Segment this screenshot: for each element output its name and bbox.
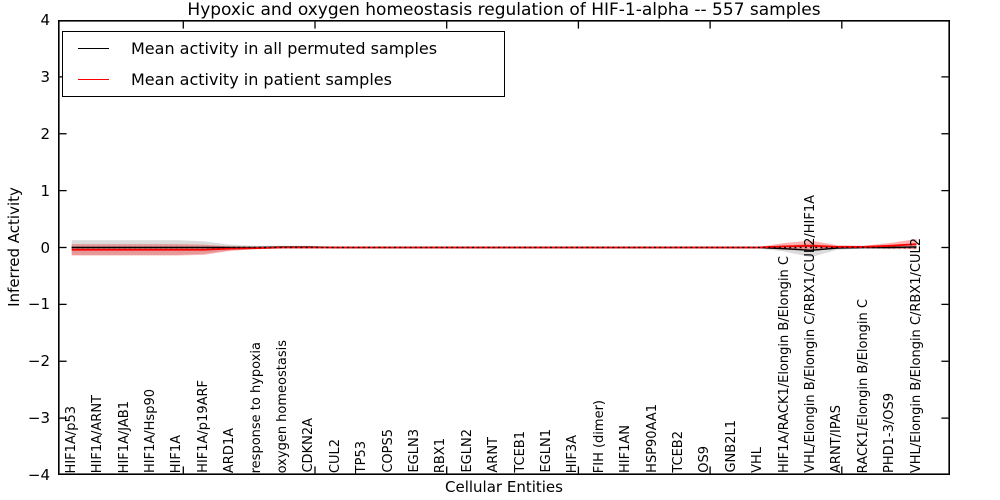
legend: Mean activity in all permuted samples Me…: [62, 31, 505, 97]
x-category-label: HIF1A/JAB1: [116, 400, 132, 473]
y-tick-label: −3: [27, 409, 50, 428]
legend-entry-permuted: Mean activity in all permuted samples: [63, 33, 504, 64]
x-category-label: VHL: [750, 447, 766, 473]
x-category-label: VHL/Elongin B/Elongin C/RBX1/CUL2: [908, 237, 924, 473]
legend-line-sample-red: [78, 79, 109, 80]
legend-label: Mean activity in patient samples: [131, 70, 392, 89]
x-category-label: TCEB1: [512, 431, 528, 473]
legend-label: Mean activity in all permuted samples: [131, 39, 438, 58]
plot-area: [58, 20, 950, 475]
x-category-label: GNB2L1: [723, 420, 739, 473]
x-category-label: RBX1: [433, 437, 449, 473]
x-category-label: EGLN2: [459, 429, 475, 473]
x-category-label: FIH (dimer): [591, 399, 607, 473]
x-category-label: PHD1-3/OS9: [882, 393, 898, 473]
x-category-label: HIF1A/p53: [63, 405, 79, 473]
x-category-label: response to hypoxia: [248, 341, 264, 473]
x-category-label: TP53: [354, 440, 370, 473]
x-category-label: TCEB2: [670, 431, 686, 473]
x-category-label: oxygen homeostasis: [274, 339, 290, 473]
x-category-label: OS9: [697, 446, 713, 473]
x-category-label: HIF1A/Hsp90: [142, 389, 158, 473]
x-category-label: HIF3A: [565, 434, 581, 473]
y-tick-label: −1: [27, 295, 50, 314]
legend-line-sample-black: [78, 48, 109, 49]
x-category-label: CUL2: [327, 438, 343, 473]
x-category-label: HIF1A/ARNT: [90, 394, 106, 473]
x-category-label: RACK1/Elongin B/Elongin C: [855, 298, 871, 473]
x-category-label: ARNT: [486, 437, 502, 473]
legend-entry-patient: Mean activity in patient samples: [63, 64, 504, 95]
x-category-label: ARD1A: [222, 427, 238, 473]
x-category-label: CDKN2A: [301, 418, 317, 473]
x-category-label: COPS5: [380, 429, 396, 473]
x-category-label: HIF1A/p19ARF: [195, 380, 211, 473]
x-category-label: HSP90AA1: [644, 404, 660, 473]
x-category-label: ARNT/IPAS: [829, 405, 845, 473]
axes-spines: [58, 20, 950, 475]
y-tick-label: 1: [40, 181, 50, 200]
y-tick-label: −2: [27, 352, 50, 371]
x-category-label: HIF1A: [169, 434, 185, 473]
chart-title: Hypoxic and oxygen homeostasis regulatio…: [187, 0, 821, 20]
y-tick-label: −4: [27, 466, 50, 484]
x-category-label: VHL/Elongin B/Elongin C/RBX1/CUL2/HIF1A: [802, 195, 818, 473]
y-tick-label: 2: [40, 124, 50, 143]
x-category-label: EGLN1: [538, 429, 554, 473]
x-category-label: HIF1AN: [618, 425, 634, 473]
x-axis-label: Cellular Entities: [445, 478, 563, 496]
x-category-label: HIF1A/RACK1/Elongin B/Elongin C: [776, 256, 792, 473]
x-category-label: EGLN3: [406, 429, 422, 473]
y-tick-label: 3: [40, 67, 50, 86]
y-tick-label: 0: [40, 238, 50, 257]
y-tick-label: 4: [40, 11, 50, 29]
